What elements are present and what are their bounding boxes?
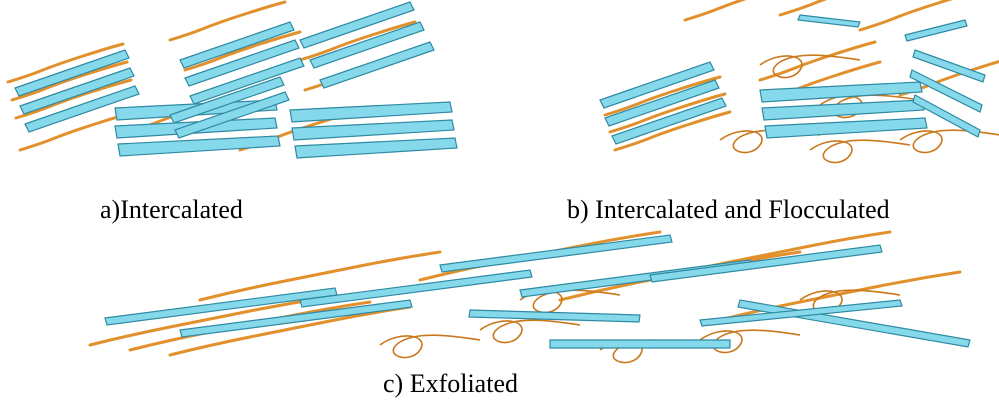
illustration-exfoliated (90, 232, 970, 363)
caption: b) Intercalated and Flocculated (567, 195, 890, 224)
caption: c) Exfoliated (383, 369, 518, 398)
figure: a)Intercalated b) Intercalated and Flocc… (0, 0, 999, 410)
illustration-intercalated (8, 2, 457, 158)
illustration-intercalated-flocculated (600, 0, 999, 163)
caption: a)Intercalated (100, 195, 243, 224)
